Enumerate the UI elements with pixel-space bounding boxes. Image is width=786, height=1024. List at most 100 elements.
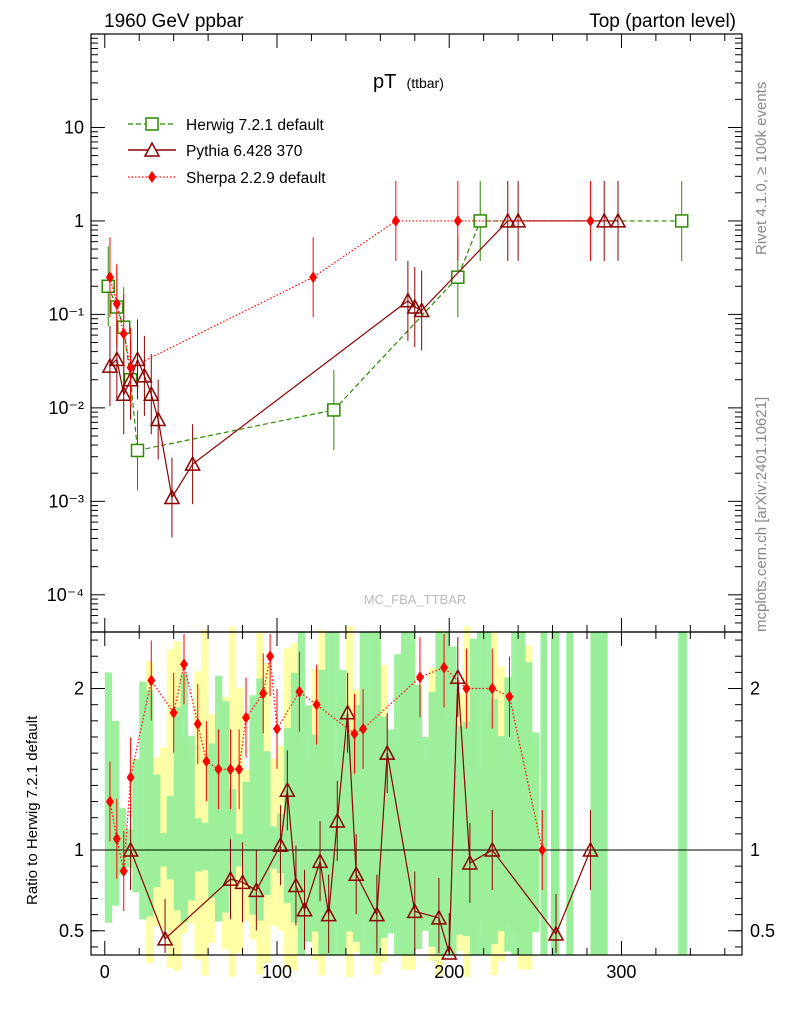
y-tick-label: 10⁻¹ [48,304,84,324]
data-point [214,763,223,776]
data-point [415,671,424,684]
data-point [327,403,341,417]
main-y-axis: 10 1 10⁻¹ 10⁻² 10⁻³ 10⁻⁴ [47,37,742,633]
data-point [586,214,595,227]
green-band-segment [352,705,361,942]
x-axis: 0 100 200 300 [100,34,726,982]
watermark: MC_FBA_TTBAR [364,592,467,607]
data-point [378,744,396,760]
data-point [311,852,329,869]
data-point [339,704,356,720]
data-point [169,706,178,719]
green-band-segment [456,725,464,935]
header-right: Top (parton level) [589,11,736,32]
green-band-segment [449,646,457,955]
yellow-band-segment [235,687,244,954]
series-line [109,220,618,500]
data-point [312,698,321,711]
ratio-y-tick-label: 1 [74,840,84,860]
x-tick-label: 0 [100,962,110,982]
green-band-segment [270,826,278,869]
data-point [462,682,471,695]
data-point [287,876,305,893]
data-point [674,214,689,228]
plot-title: pT (ttbar) [373,71,444,93]
data-point [413,301,430,318]
green-band-segment [339,669,347,955]
data-point [350,727,359,740]
green-band-segment [483,632,492,955]
ratio-y-tick-label: 0.5 [59,921,84,941]
data-point [222,870,239,886]
data-point [582,841,599,857]
data-point [488,682,497,695]
green-band-segment [325,632,333,955]
green-band-segment [469,638,478,955]
data-point [119,327,128,340]
data-point [101,279,115,294]
green-band-segment [166,795,175,880]
green-band-segment [201,822,209,871]
data-point [595,212,613,228]
data-point [440,944,458,960]
ratio-plot-frame [90,631,743,956]
green-band-segment [139,681,147,920]
green-band-segment [678,632,687,955]
green-band-segment [228,788,237,882]
legend-label-herwig: Herwig 7.2.1 default [186,117,325,134]
data-point [399,292,417,308]
y-tick-label: 10⁻² [48,398,84,418]
header-left: 1960 GeV ppbar [104,11,244,32]
green-band-segment [366,632,374,955]
ratio-y-tick-label-right: 2 [750,679,760,699]
ratio-y-tick-label: 2 [74,679,84,699]
x-tick-label: 300 [606,962,636,982]
series-line [109,656,543,872]
data-point [115,385,132,401]
green-band-segment [511,632,519,955]
data-point [461,854,479,870]
green-band-segment [518,632,526,955]
rivet-label: Rivet 4.1.0, ≥ 100k events [753,82,770,255]
data-point [266,650,275,663]
green-band-segment [590,632,608,955]
data-point [105,795,114,808]
green-band-segment [442,632,450,955]
green-band-segment [463,721,471,937]
yellow-band-segment [194,671,202,960]
green-band-segment [332,632,340,955]
green-band-segment [525,662,533,955]
data-point [126,361,135,374]
green-band-segment [242,781,250,885]
green-band-segment [428,691,436,947]
green-band-segment [540,632,548,955]
green-band-segment [407,632,416,955]
data-point [295,685,304,698]
data-point [234,873,251,890]
data-point [126,771,135,784]
data-point [359,722,368,735]
data-point [143,385,160,401]
green-band-segment [359,632,368,955]
data-point [163,488,181,505]
data-point [406,298,424,314]
green-band-segment [221,701,230,913]
data-point [451,270,465,284]
data-point [149,410,167,427]
data-point [329,812,346,828]
green-band-segment [146,690,154,917]
x-tick-label: 200 [434,962,464,982]
green-band-segment [504,677,512,952]
data-point [259,687,268,700]
green-band-segment [476,632,485,955]
legend-entry-pythia: Pythia 6.428 370 [128,141,303,160]
data-point [547,925,565,941]
green-band-segment [153,774,161,888]
data-point [184,455,201,471]
data-point [136,367,153,383]
y-tick-label: 10 [64,117,84,137]
plot-title-main: pT [373,71,396,93]
data-point [609,212,627,228]
green-band-segment [435,632,443,955]
data-point [440,661,449,674]
